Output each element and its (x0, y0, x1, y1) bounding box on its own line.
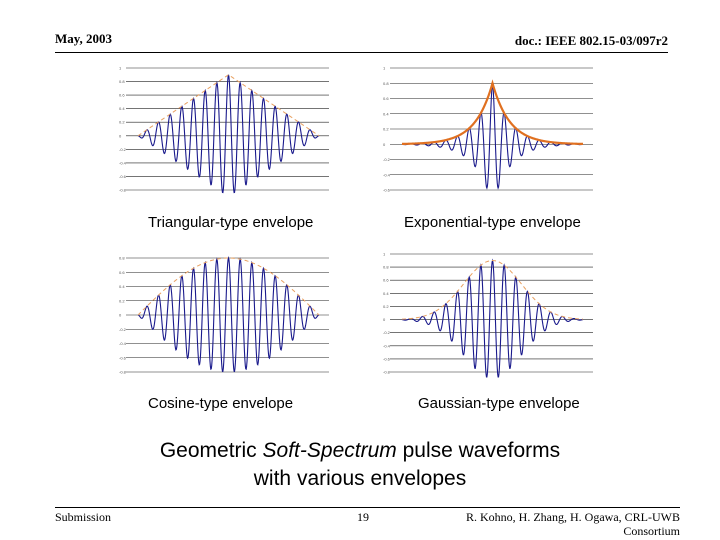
waveform-series (401, 258, 584, 378)
y-tick-label: 0.2 (119, 298, 125, 303)
y-tick-label: 0 (119, 133, 122, 138)
y-tick-label: 0 (383, 142, 386, 147)
triangular-caption: Triangular-type envelope (148, 214, 314, 231)
title-italic: Soft-Spectrum (262, 439, 397, 462)
y-tick-label: -0.8 (383, 370, 391, 375)
y-tick-label: -0.4 (119, 341, 127, 346)
header-divider (55, 52, 668, 53)
footer-authors-line2: Consortium (623, 524, 680, 538)
footer-page-number: 19 (357, 510, 369, 524)
y-tick-label: 0.2 (119, 120, 125, 125)
exponential-envelope-plot: 1 0.8 0.6 0.4 0.2 0 -0.2 -0.4 -0.6 (383, 66, 593, 193)
y-tick-label: -0.6 (119, 355, 127, 360)
y-tick-label: 1 (383, 66, 386, 71)
y-tick-label: 0 (383, 317, 386, 322)
envelope-series (137, 257, 320, 316)
y-tick-label: -0.2 (119, 147, 127, 152)
header-doc-id: doc.: IEEE 802.15-03/097r2 (514, 33, 668, 48)
y-tick-label: 0.6 (119, 270, 125, 275)
footer-divider (55, 507, 680, 508)
footer-authors: R. Kohno, H. Zhang, H. Ogawa, CRL-UWB Co… (466, 510, 680, 538)
cosine-envelope-plot: 0.8 0.6 0.4 0.2 0 -0.2 -0.4 -0.6 -0.8 (119, 255, 329, 375)
y-tick-label: -0.8 (119, 188, 127, 193)
y-tick-label: -0.2 (383, 157, 391, 162)
waveform-series (137, 255, 320, 373)
y-tick-label: -0.4 (383, 343, 391, 348)
footer-submission: Submission (55, 510, 112, 524)
y-tick-label: 0.8 (119, 256, 125, 261)
y-tick-label: -0.4 (119, 160, 127, 165)
footer-authors-line1: R. Kohno, H. Zhang, H. Ogawa, CRL-UWB (466, 510, 680, 524)
gaussian-envelope-plot: 1 0.8 0.6 0.4 0.2 0 -0.2 -0.4 -0.6 -0.8 (383, 252, 593, 378)
y-tick-label: 0.8 (119, 79, 125, 84)
y-tick-label: -0.6 (383, 188, 391, 193)
waveform-series (137, 74, 320, 194)
y-tick-label: 0 (119, 313, 122, 318)
y-tick-label: 0.8 (383, 81, 389, 86)
y-tick-label: 0.4 (119, 284, 125, 289)
y-tick-label: 0.6 (383, 278, 389, 283)
envelope-series (137, 74, 320, 137)
exponential-caption: Exponential-type envelope (404, 214, 581, 231)
y-tick-label: 0.6 (383, 96, 389, 101)
y-tick-label: -0.4 (383, 172, 391, 177)
y-tick-label: -0.6 (383, 356, 391, 361)
y-tick-label: -0.2 (383, 330, 391, 335)
y-tick-label: 0.4 (383, 291, 389, 296)
y-tick-label: -0.6 (119, 174, 127, 179)
slide-title: Geometric Soft-Spectrum pulse waveforms … (0, 437, 720, 493)
triangular-envelope-plot: 1 0.8 0.6 0.4 0.2 0 -0.2 -0.4 -0.6 -0.8 (119, 66, 329, 194)
waveform-series (401, 83, 584, 190)
y-tick-label: -0.8 (119, 370, 127, 375)
title-line2: with various envelopes (253, 467, 467, 490)
y-tick-label: 1 (383, 252, 386, 257)
title-suffix: pulse waveforms (396, 439, 561, 462)
header-date: May, 2003 (55, 31, 113, 46)
y-tick-label: 0.2 (383, 304, 389, 309)
y-tick-label: 1 (119, 66, 122, 71)
y-tick-label: 0.8 (383, 265, 389, 270)
y-tick-label: 0.4 (383, 111, 389, 116)
envelope-series (401, 260, 584, 320)
cosine-caption: Cosine-type envelope (148, 395, 294, 412)
y-tick-label: -0.2 (119, 327, 127, 332)
envelope-series (402, 79, 583, 146)
gaussian-caption: Gaussian-type envelope (418, 395, 580, 412)
y-tick-label: 0.6 (119, 93, 125, 98)
y-tick-label: 0.4 (119, 106, 125, 111)
title-prefix: Geometric (159, 439, 263, 462)
y-tick-label: 0.2 (383, 127, 389, 132)
